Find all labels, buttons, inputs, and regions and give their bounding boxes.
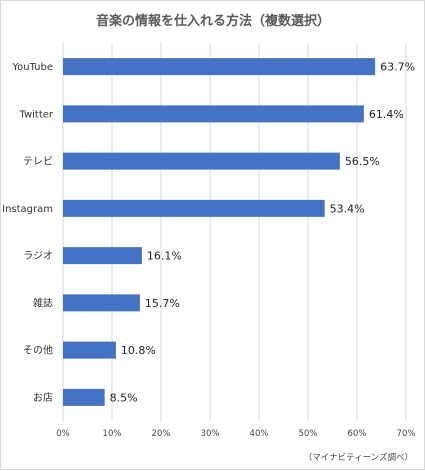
x-tick-label: 70%	[397, 429, 416, 439]
x-tick-label: 30%	[201, 429, 220, 439]
value-label: 53.4%	[330, 202, 365, 215]
category-label: ラジオ	[23, 250, 53, 262]
x-tick-label: 20%	[152, 429, 171, 439]
category-label: 雑誌	[33, 296, 53, 309]
value-label: 15.7%	[145, 297, 180, 310]
value-label: 56.5%	[345, 155, 380, 168]
category-label: YouTube	[11, 62, 53, 73]
bar	[63, 388, 105, 406]
x-tick-label: 0%	[56, 429, 70, 439]
x-tick-label: 60%	[348, 429, 367, 439]
bar	[63, 341, 116, 359]
x-tick-label: 50%	[299, 429, 318, 439]
bars	[63, 58, 376, 406]
value-label: 10.8%	[121, 344, 156, 357]
category-label: その他	[23, 344, 53, 357]
category-label: お店	[33, 391, 53, 404]
chart-title: 音楽の情報を仕入れる方法（複数選択）	[96, 13, 330, 29]
x-tick-label: 40%	[250, 429, 269, 439]
source-note: （マイナビティーンズ調べ）	[304, 452, 413, 463]
bar	[63, 199, 325, 217]
value-label: 8.5%	[110, 391, 138, 404]
labels: 0% 10% 20% 30% 40% 50% 60% 70% YouTube 63.7% Twitt…	[2, 61, 415, 439]
grid-lines	[62, 43, 407, 421]
value-label: 16.1%	[147, 250, 182, 263]
bar	[63, 58, 376, 76]
value-label: 63.7%	[380, 61, 415, 74]
bar	[63, 152, 340, 170]
x-tick-label: 10%	[103, 429, 122, 439]
value-label: 61.4%	[369, 108, 404, 121]
bar	[63, 294, 140, 312]
bar	[63, 105, 364, 123]
category-label: テレビ	[23, 156, 53, 168]
bar	[63, 247, 142, 265]
category-label: Twitter	[18, 109, 53, 120]
category-label: Instagram	[2, 204, 53, 215]
